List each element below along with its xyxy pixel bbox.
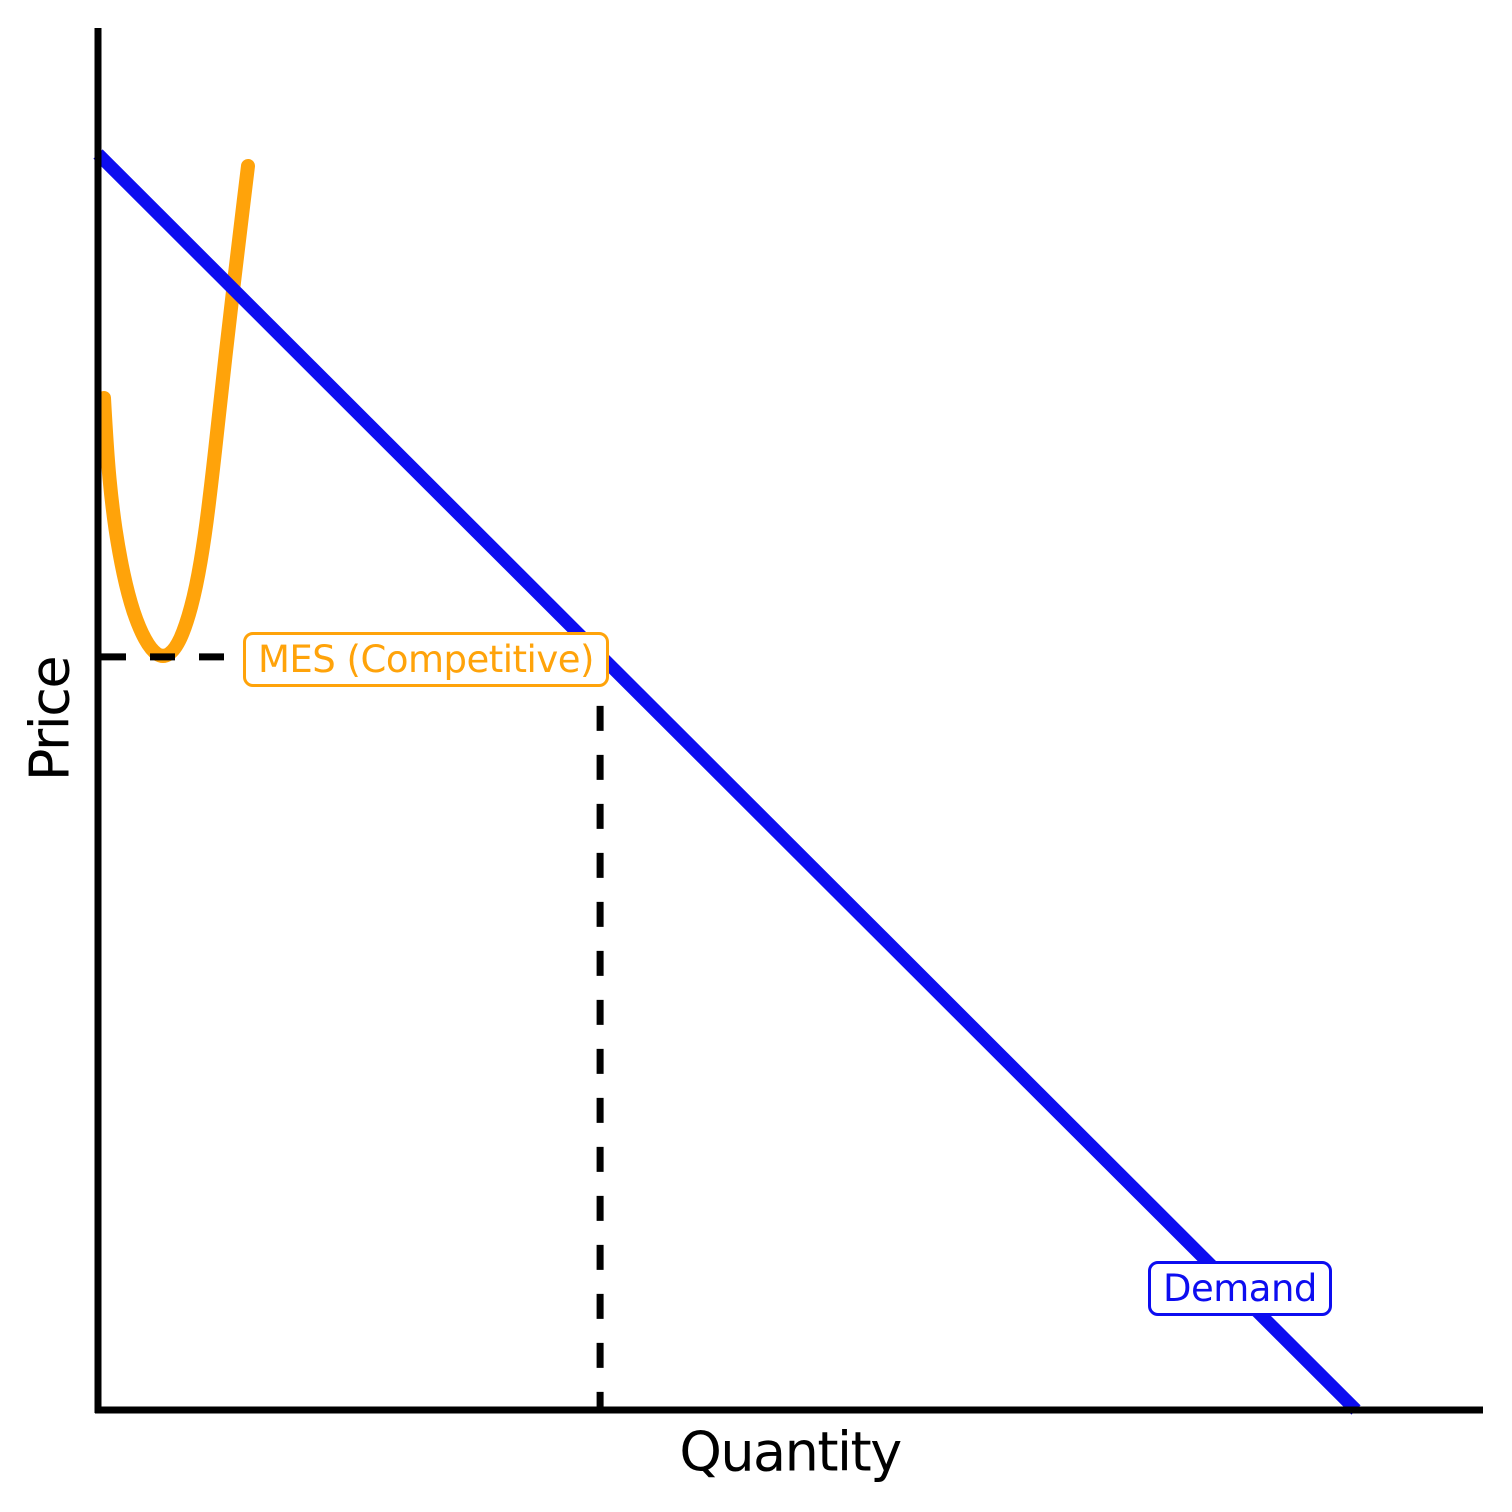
mes-annotation-label: MES (Competitive) (243, 632, 609, 687)
y-axis-label: Price (18, 656, 82, 782)
demand-annotation-label: Demand (1148, 1261, 1332, 1316)
demand-curve (93, 149, 1361, 1415)
average-cost-curve (97, 159, 255, 663)
x-axis-label: Quantity (679, 1420, 902, 1484)
